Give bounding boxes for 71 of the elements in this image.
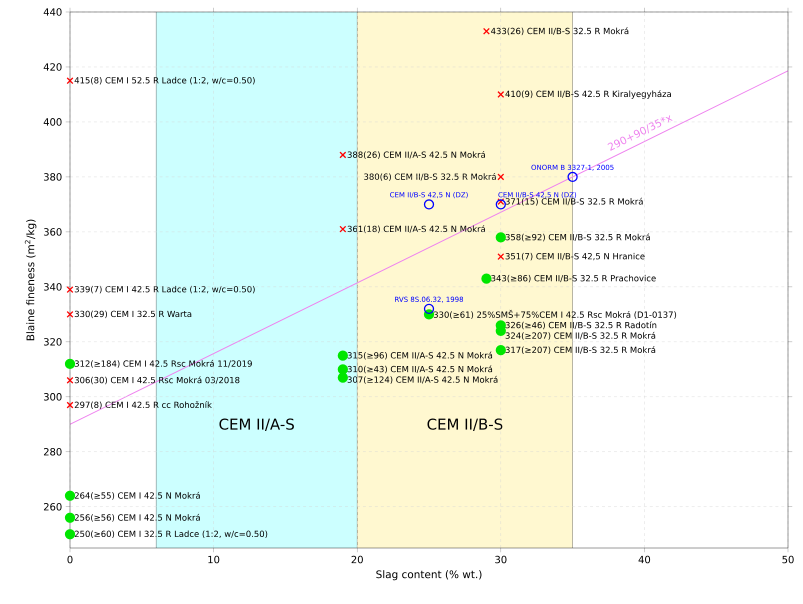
- annotation: 297(8) CEM I 42.5 R cc Rohožník: [74, 401, 212, 410]
- point: [497, 253, 504, 260]
- x-axis-title: Slag content (% wt.): [376, 570, 482, 580]
- x-tick-label: 0: [67, 556, 73, 564]
- annotation: 361(18) CEM II/A-S 42.5 N Mokrá: [348, 225, 485, 234]
- annotation: 315(≥96) CEM II/A-S 42.5 N Mokrá: [348, 352, 492, 360]
- y-tick-label: 320: [44, 338, 62, 346]
- point: [567, 172, 578, 182]
- point: [424, 199, 434, 210]
- point: [424, 304, 434, 314]
- annotation: 358(≥92) CEM II/B-S 32.5 R Mokrá: [506, 233, 650, 242]
- annotation: 415(8) CEM I 52.5 R Ladce (1:2, w/c=0.50): [74, 76, 255, 84]
- point: [66, 402, 74, 409]
- point: [496, 344, 506, 356]
- annotation: 326(≥46) CEM II/B-S 32.5 R Radotín: [506, 321, 656, 330]
- annotation: 306(30) CEM I 42.5 Rsc Mokrá 03/2018: [74, 376, 240, 384]
- annotation: 343(≥86) CEM II/B-S 32.5 R Prachovice: [491, 274, 656, 282]
- band-label: CEM II/A-S: [219, 418, 294, 431]
- point: [339, 151, 346, 158]
- point: [64, 358, 76, 369]
- annotation: 264(≥55) CEM I 42.5 N Mokrá: [74, 492, 200, 500]
- point: [496, 199, 506, 210]
- y-tick-label: 300: [44, 393, 62, 401]
- point: [482, 28, 490, 35]
- y-tick-label: 360: [44, 228, 62, 236]
- point: [497, 90, 504, 98]
- y-tick-label: 440: [44, 8, 62, 16]
- y-tick-label: 280: [44, 448, 62, 456]
- y-tick-label: 260: [44, 502, 62, 511]
- annotation: 312(≥184) CEM I 42.5 Rsc Mokrá 11/2019: [74, 360, 252, 368]
- annotation: 380(6) CEM II/B-S 32.5 R Mokrá: [364, 172, 496, 181]
- point: [66, 376, 74, 384]
- point: [339, 226, 346, 233]
- point: [64, 529, 76, 540]
- annotation: 433(26) CEM II/B-S 32.5 R Mokrá: [491, 27, 628, 36]
- annotation: 324(≥207) CEM II/B-S 32.5 R Mokrá: [506, 332, 656, 340]
- annotation: 256(≥56) CEM I 42.5 N Mokrá: [74, 514, 200, 522]
- y-tick-label: 420: [44, 63, 62, 71]
- x-tick-label: 30: [495, 556, 506, 564]
- point: [66, 286, 74, 294]
- point: [338, 350, 348, 361]
- point: [481, 273, 492, 284]
- annotation: 317(≥207) CEM II/B-S 32.5 R Mokrá: [506, 346, 656, 354]
- x-tick-label: 20: [352, 556, 363, 564]
- annotation: 250(≥60) CEM I 32.5 R Ladce (1:2, w/c=0.50): [74, 530, 268, 538]
- annotation: 339(7) CEM I 42.5 R Ladce (1:2, w/c=0.50): [74, 286, 255, 294]
- annotation: 388(26) CEM II/A-S 42.5 N Mokrá: [348, 150, 485, 159]
- y-tick-label: 340: [44, 283, 62, 291]
- x-tick-label: 40: [638, 556, 650, 564]
- band-label: CEM II/B-S: [427, 418, 502, 431]
- annotation: 410(9) CEM II/B-S 42.5 R Kiralyegyháza: [505, 90, 671, 99]
- point: [497, 173, 504, 180]
- point: [496, 232, 506, 243]
- annotation: 310(≥43) CEM II/A-S 42.5 N Mokrá: [348, 365, 492, 374]
- annotation: 330(≥61) 25%SMŠ+75%CEM I 42.5 Rsc Mokrá (D1-0137): [434, 310, 676, 319]
- y-axis-title: Blaine fineness (m$^{2}$/kg): [24, 220, 36, 340]
- x-tick-label: 10: [208, 556, 220, 564]
- y-tick-label: 400: [44, 118, 62, 126]
- point: [64, 490, 76, 501]
- annotation: 307(≥124) CEM II/A-S 42.5 N Mokrá: [348, 376, 498, 384]
- annotation: 330(29) CEM I 32.5 R Warta: [74, 310, 192, 318]
- x-tick-label: 50: [782, 556, 794, 564]
- point: [338, 372, 348, 383]
- annotation: 351(7) CEM II/B-S 42,5 N Hranice: [506, 252, 645, 260]
- y-tick-label: 380: [44, 173, 62, 181]
- point: [66, 310, 74, 318]
- point: [497, 198, 504, 206]
- point: [66, 77, 74, 84]
- point: [64, 512, 76, 523]
- point: [338, 364, 348, 374]
- annotation: 371(15) CEM II/B-S 32.5 R Mokrá: [506, 198, 643, 206]
